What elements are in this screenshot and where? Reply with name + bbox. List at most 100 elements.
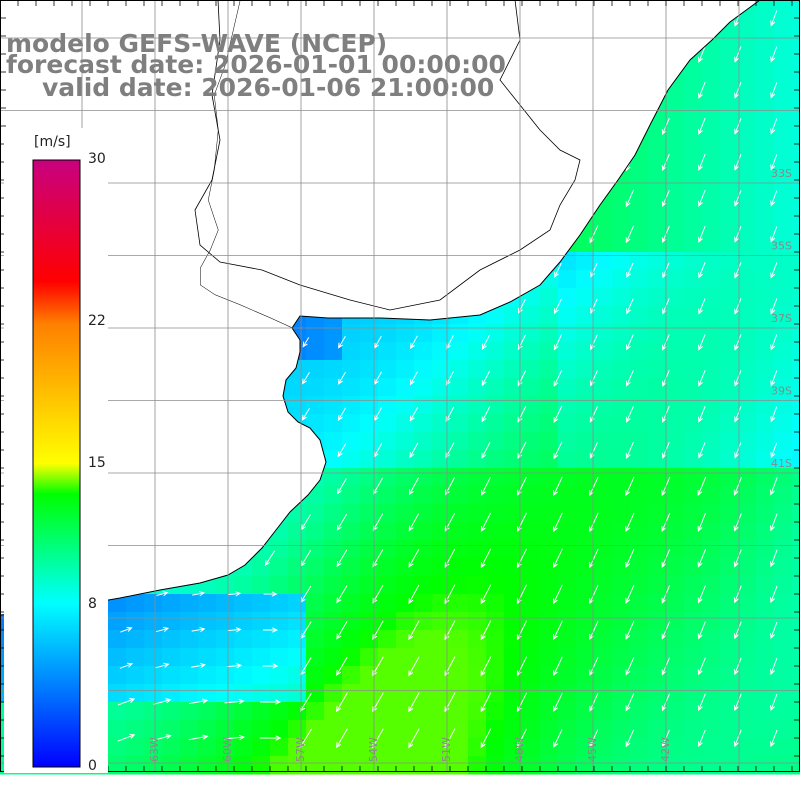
wind-speed-cell: [108, 684, 127, 703]
wind-speed-cell: [594, 324, 613, 343]
wind-speed-cell: [270, 594, 289, 613]
wind-speed-cell: [522, 648, 541, 667]
wind-arrow: [734, 190, 742, 207]
wind-speed-cell: [558, 540, 577, 559]
wind-speed-cell: [432, 468, 451, 487]
wind-speed-cell: [126, 756, 145, 775]
wind-speed-cell: [414, 684, 433, 703]
wind-speed-cell: [738, 90, 757, 109]
wind-speed-cell: [216, 666, 235, 685]
wind-speed-cell: [594, 504, 613, 523]
wind-speed-cell: [612, 252, 631, 271]
wind-arrow: [769, 513, 778, 532]
wind-speed-cell: [630, 594, 649, 613]
wind-speed-cell: [648, 630, 667, 649]
wind-speed-cell: [342, 558, 361, 577]
wind-arrow: [770, 442, 778, 459]
wind-speed-cell: [486, 558, 505, 577]
wind-speed-cell: [396, 468, 415, 487]
wind-speed-cell: [522, 378, 541, 397]
wind-speed-cell: [774, 702, 793, 721]
wind-speed-cell: [396, 504, 415, 523]
wind-speed-cell: [522, 414, 541, 433]
wind-speed-cell: [648, 252, 667, 271]
wind-speed-cell: [738, 756, 757, 775]
wind-speed-cell: [684, 702, 703, 721]
wind-speed-cell: [666, 540, 685, 559]
wind-speed-cell: [576, 396, 595, 415]
wind-speed-cell: [648, 216, 667, 235]
wind-speed-cell: [216, 594, 235, 613]
wind-speed-cell: [540, 540, 559, 559]
wind-speed-cell: [612, 378, 631, 397]
wind-speed-cell: [792, 414, 800, 433]
wind-speed-cell: [720, 486, 739, 505]
wind-arrow: [625, 370, 634, 387]
wind-speed-cell: [360, 486, 379, 505]
wind-speed-cell: [468, 540, 487, 559]
wind-speed-cell: [540, 630, 559, 649]
wind-arrow: [697, 693, 706, 712]
wind-speed-cell: [630, 540, 649, 559]
wind-speed-cell: [360, 594, 379, 613]
wind-speed-cell: [756, 612, 775, 631]
wind-arrow: [554, 262, 562, 278]
latitude-label: 37S: [771, 312, 792, 325]
wind-speed-cell: [738, 270, 757, 289]
wind-speed-cell: [468, 432, 487, 451]
wind-speed-cell: [432, 666, 451, 685]
wind-speed-cell: [216, 738, 235, 757]
wind-speed-cell: [396, 630, 415, 649]
wind-speed-cell: [720, 684, 739, 703]
wind-speed-cell: [414, 486, 433, 505]
wind-speed-cell: [486, 396, 505, 415]
wind-speed-cell: [756, 558, 775, 577]
wind-speed-cell: [360, 630, 379, 649]
wind-speed-cell: [414, 468, 433, 487]
wind-speed-cell: [378, 558, 397, 577]
wind-speed-cell: [702, 594, 721, 613]
wind-speed-cell: [288, 666, 307, 685]
wind-speed-cell: [558, 432, 577, 451]
wind-speed-cell: [630, 252, 649, 271]
wind-speed-cell: [594, 234, 613, 253]
wind-arrow: [698, 406, 706, 423]
wind-arrow: [734, 370, 742, 387]
wind-speed-cell: [468, 450, 487, 469]
wind-speed-cell: [630, 612, 649, 631]
wind-speed-cell: [612, 576, 631, 595]
wind-speed-cell: [234, 666, 253, 685]
wind-speed-cell: [216, 630, 235, 649]
wind-speed-cell: [396, 594, 415, 613]
wind-speed-cell: [414, 648, 433, 667]
wind-speed-cell: [360, 450, 379, 469]
wind-speed-cell: [396, 576, 415, 595]
wind-speed-cell: [756, 504, 775, 523]
wind-speed-cell: [756, 54, 775, 73]
wind-speed-cell: [108, 720, 127, 739]
wind-speed-cell: [756, 594, 775, 613]
wind-speed-cell: [738, 342, 757, 361]
wind-speed-cell: [396, 756, 415, 775]
latitude-label: 35S: [771, 240, 792, 253]
wind-speed-cell: [648, 378, 667, 397]
wind-speed-cell: [684, 486, 703, 505]
wind-speed-cell: [648, 612, 667, 631]
wind-speed-cell: [504, 612, 523, 631]
wind-arrow: [301, 407, 311, 421]
longitude-label: 45W: [586, 737, 599, 762]
wind-arrow: [263, 627, 279, 633]
colorbar-tick-label: 15: [88, 454, 106, 471]
wind-speed-cell: [684, 612, 703, 631]
wind-speed-cell: [468, 684, 487, 703]
wind-speed-cell: [612, 432, 631, 451]
wind-speed-cell: [450, 576, 469, 595]
wind-speed-cell: [234, 756, 253, 775]
wind-speed-cell: [198, 756, 217, 775]
wind-speed-cell: [630, 288, 649, 307]
wind-speed-cell: [648, 270, 667, 289]
wind-speed-cell: [432, 450, 451, 469]
wind-arrow: [625, 512, 635, 533]
latitude-label: 33S: [771, 167, 792, 180]
wind-speed-cell: [396, 360, 415, 379]
